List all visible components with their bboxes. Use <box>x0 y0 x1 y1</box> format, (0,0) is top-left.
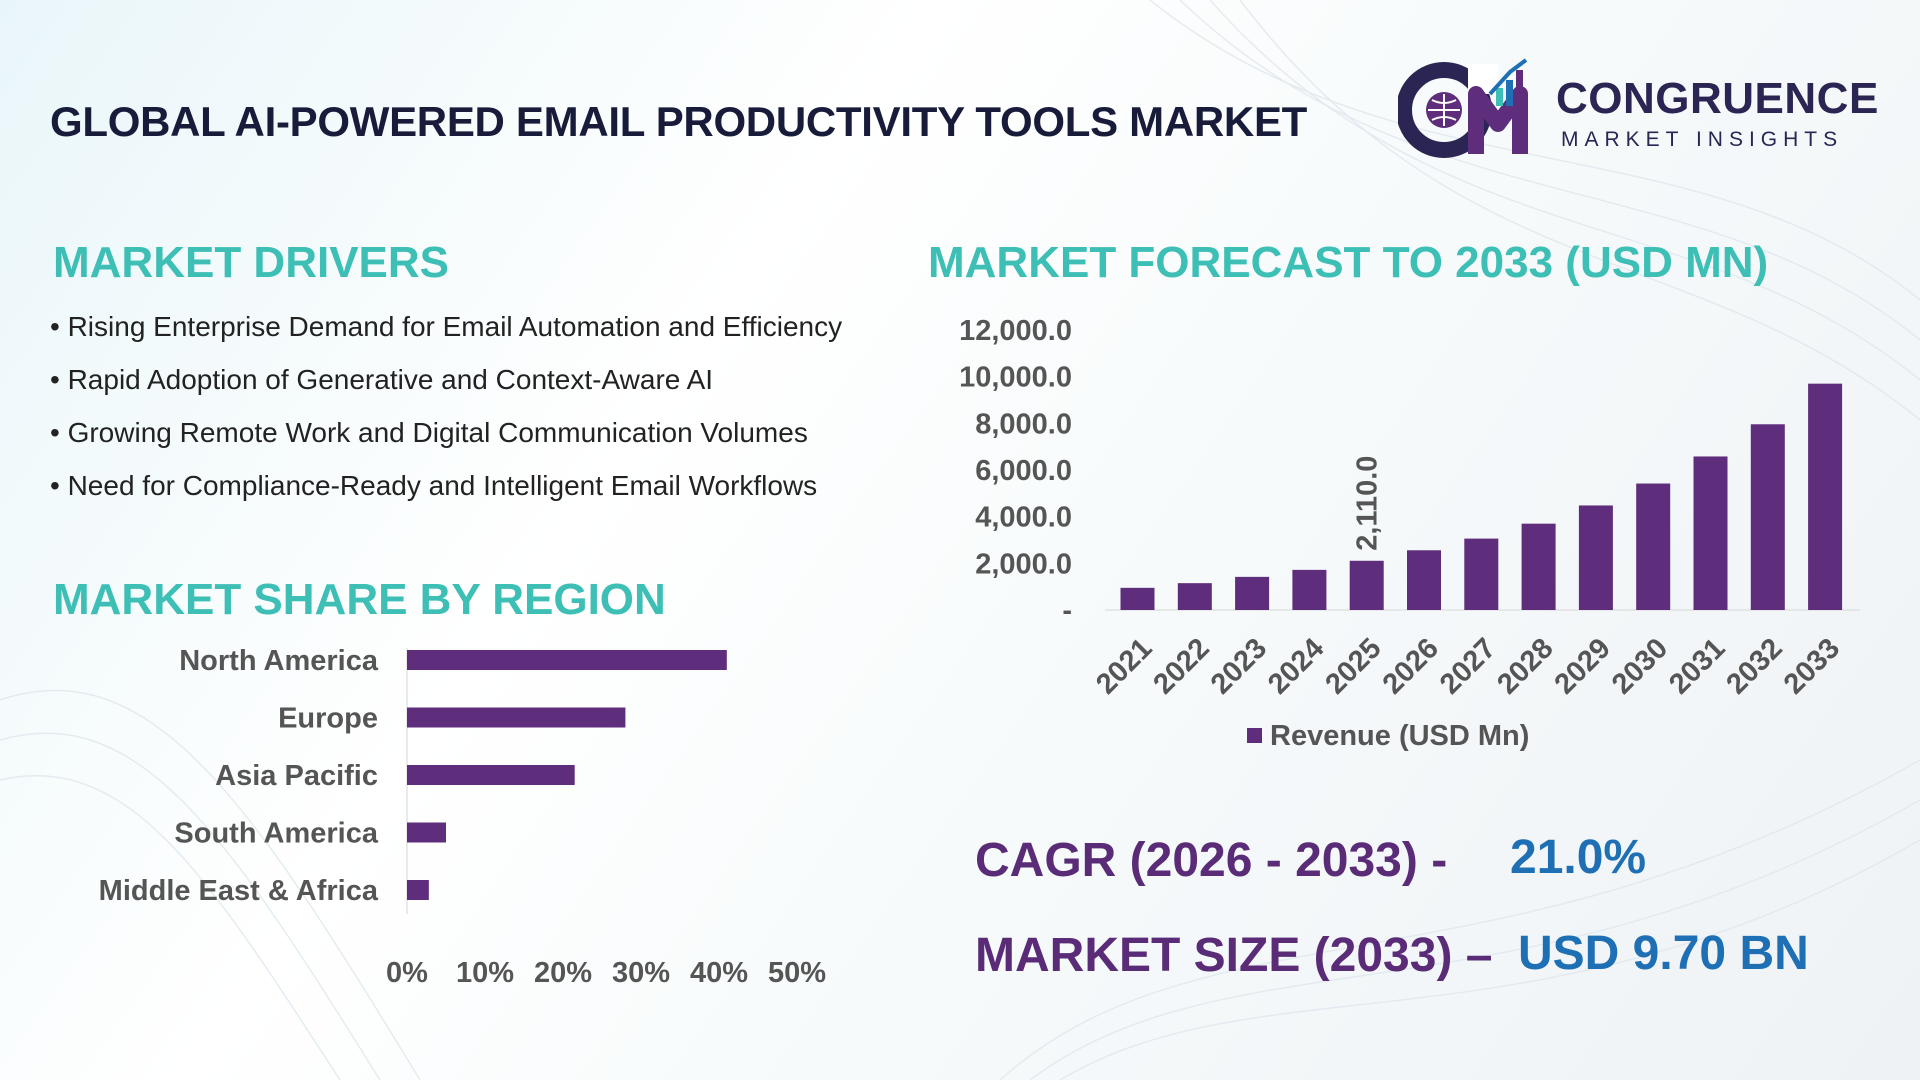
forecast-x-tick-label: 2032 <box>1721 632 1789 700</box>
region-x-tick-label: 10% <box>456 957 514 989</box>
forecast-x-tick-label: 2029 <box>1549 632 1617 700</box>
driver-item: • Rising Enterprise Demand for Email Aut… <box>50 311 843 342</box>
forecast-title: MARKET FORECAST TO 2033 (USD MN) <box>928 238 1769 287</box>
forecast-x-tick-label: 2026 <box>1377 632 1445 700</box>
forecast-y-tick-label: 2,000.0 <box>975 548 1072 580</box>
page-title: GLOBAL AI-POWERED EMAIL PRODUCTIVITY TOO… <box>50 98 1308 145</box>
forecast-x-tick-label: 2027 <box>1434 632 1502 700</box>
region-bar <box>407 765 575 785</box>
forecast-x-tick-label: 2025 <box>1319 632 1387 700</box>
region-x-tick-label: 0% <box>386 957 428 989</box>
forecast-bar <box>1407 550 1441 610</box>
forecast-x-tick-label: 2024 <box>1262 632 1330 700</box>
cagr-value: 21.0% <box>1510 831 1647 884</box>
forecast-y-tick-label: 6,000.0 <box>975 455 1072 487</box>
forecast-bar <box>1120 587 1155 610</box>
region-bar <box>407 650 727 670</box>
region-category-label: Middle East & Africa <box>99 875 379 907</box>
forecast-bar <box>1750 424 1785 610</box>
market-size-value: USD 9.70 BN <box>1518 927 1809 980</box>
legend-swatch <box>1247 728 1262 743</box>
forecast-bar <box>1693 456 1728 610</box>
legend-label: Revenue (USD Mn) <box>1270 720 1529 752</box>
forecast-bar <box>1578 505 1613 610</box>
region-bar <box>407 707 626 728</box>
forecast-data-label: 2,110.0 <box>1352 456 1384 551</box>
region-x-tick-label: 30% <box>612 957 670 989</box>
region-category-label: Europe <box>278 703 378 735</box>
region-x-tick-label: 40% <box>690 957 748 989</box>
brand-logo-icon <box>1398 58 1528 158</box>
driver-item: • Rapid Adoption of Generative and Conte… <box>50 364 714 395</box>
forecast-x-tick-label: 2022 <box>1148 632 1216 700</box>
region-category-label: South America <box>174 818 378 850</box>
forecast-bar <box>1636 483 1671 610</box>
forecast-bar <box>1292 569 1327 610</box>
forecast-bar <box>1464 538 1499 610</box>
forecast-x-tick-label: 2023 <box>1205 632 1273 700</box>
forecast-x-tick-label: 2028 <box>1491 632 1559 700</box>
forecast-x-tick-label: 2021 <box>1090 632 1158 700</box>
forecast-y-tick-label: 4,000.0 <box>975 502 1072 534</box>
forecast-bar <box>1808 383 1843 610</box>
forecast-y-tick-label: - <box>1062 595 1072 627</box>
region-bar <box>407 822 446 843</box>
cagr-label: CAGR (2026 - 2033) - <box>975 834 1448 887</box>
drivers-list: • Rising Enterprise Demand for Email Aut… <box>50 300 926 512</box>
forecast-y-tick-label: 10,000.0 <box>959 362 1072 394</box>
region-x-tick-label: 50% <box>768 957 826 989</box>
region-x-tick-label: 20% <box>534 957 592 989</box>
brand-name: CONGRUENCE <box>1556 74 1879 123</box>
forecast-x-tick-label: 2030 <box>1606 632 1674 700</box>
forecast-y-tick-label: 8,000.0 <box>975 408 1072 440</box>
forecast-bar <box>1349 560 1384 610</box>
forecast-bar <box>1177 583 1212 610</box>
forecast-y-tick-label: 12,000.0 <box>959 315 1072 347</box>
forecast-bar <box>1235 576 1270 610</box>
driver-item: • Need for Compliance-Ready and Intellig… <box>50 470 818 501</box>
brand-tagline: MARKET INSIGHTS <box>1561 128 1844 151</box>
region-bar <box>407 880 429 900</box>
region-category-label: Asia Pacific <box>215 760 378 792</box>
market-size-label: MARKET SIZE (2033) – <box>975 929 1493 982</box>
forecast-x-tick-label: 2033 <box>1778 632 1846 700</box>
region-title: MARKET SHARE BY REGION <box>53 575 666 624</box>
forecast-bar <box>1521 523 1556 610</box>
driver-item: • Growing Remote Work and Digital Commun… <box>50 417 808 448</box>
forecast-x-tick-label: 2031 <box>1663 632 1731 700</box>
drivers-title: MARKET DRIVERS <box>53 238 450 287</box>
region-category-label: North America <box>179 645 379 677</box>
